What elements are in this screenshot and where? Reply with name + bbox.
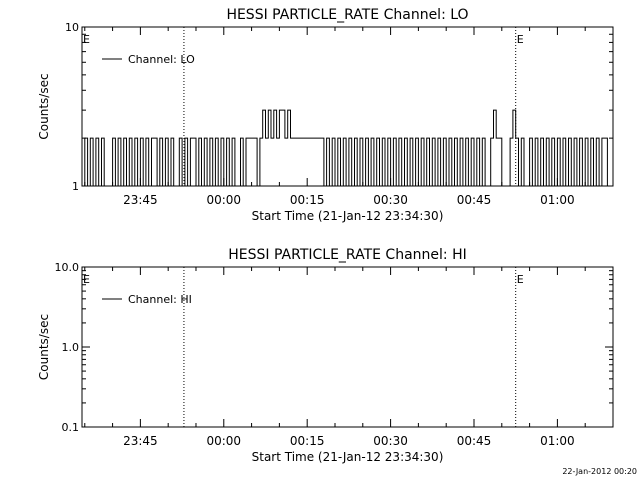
event-marker-label: E (517, 33, 524, 46)
x-tick-label: 00:30 (373, 434, 408, 448)
chart-title: HESSI PARTICLE_RATE Channel: HI (228, 247, 466, 263)
x-tick-label: 00:15 (290, 193, 325, 207)
series-line-1 (82, 109, 608, 187)
y-tick-label: 10.0 (55, 261, 80, 274)
event-marker-label: E (517, 273, 524, 286)
x-tick-label: 00:45 (457, 193, 492, 207)
x-tick-label: 23:45 (123, 434, 158, 448)
x-tick-label: 00:00 (206, 434, 241, 448)
legend-label: Channel: HI (128, 293, 192, 306)
event-marker-label: E (83, 33, 90, 46)
y-tick-label: 0.1 (62, 421, 80, 434)
chart-title: HESSI PARTICLE_RATE Channel: LO (226, 7, 468, 23)
x-tick-label: 00:30 (373, 193, 408, 207)
y-tick-label: 10 (65, 21, 79, 34)
y-axis-label: Counts/sec (37, 314, 51, 380)
x-axis-label: Start Time (21-Jan-12 23:34:30) (252, 450, 444, 464)
x-tick-label: 01:00 (540, 193, 575, 207)
legend-label: Channel: LO (128, 53, 195, 66)
x-tick-label: 01:00 (540, 434, 575, 448)
y-tick-label: 1.0 (62, 341, 80, 354)
x-tick-label: 23:45 (123, 193, 158, 207)
event-marker-label: E (83, 273, 90, 286)
x-tick-label: 00:45 (457, 434, 492, 448)
y-axis-label: Counts/sec (37, 73, 51, 139)
chart-panel-2: HESSI PARTICLE_RATE Channel: HI 0.1 1.0 10.… (37, 247, 614, 464)
footer-timestamp: 22-Jan-2012 00:20 (562, 467, 637, 476)
chart-panel-1: HESSI PARTICLE_RATE Channel: LO 1 10 23:45 0… (37, 7, 614, 223)
y-tick-label: 1 (72, 180, 79, 193)
x-axis-label: Start Time (21-Jan-12 23:34:30) (252, 209, 444, 223)
x-tick-label: 00:15 (290, 434, 325, 448)
x-tick-label: 00:00 (206, 193, 241, 207)
